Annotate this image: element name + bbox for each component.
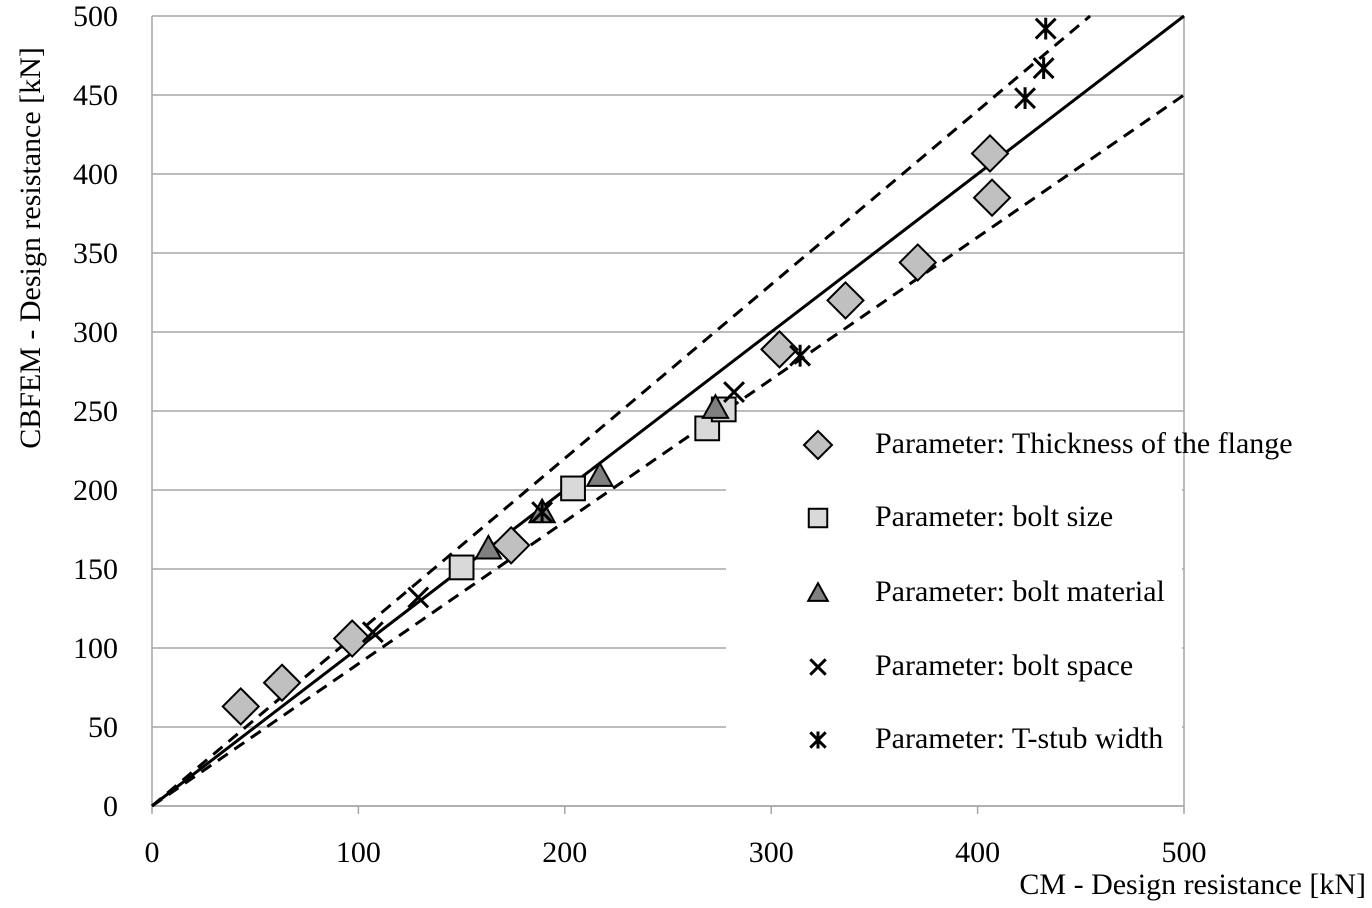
y-tick-label: 200 [73,474,118,507]
x-tick-label: 300 [749,836,794,869]
diamond-marker [332,619,372,658]
star-marker [1014,87,1037,110]
star-marker [789,344,812,367]
legend-box [726,418,1182,804]
triangle-marker [585,461,615,487]
triangle-marker [701,393,730,419]
diamond-marker [760,329,799,369]
legend-label: Parameter: T-stub width [875,722,1164,755]
x-marker [809,658,827,676]
y-tick-label: 0 [103,790,118,823]
diamond-marker [826,280,865,320]
y-tick-label: 350 [73,237,118,270]
x-tick-label: 500 [1162,836,1207,869]
x-axis-title: CM - Design resistance [kN] [1019,868,1366,901]
star-marker [1034,17,1057,40]
diamond-marker [972,178,1012,218]
star-marker [531,501,554,524]
x-tick-label: 0 [145,836,160,869]
diamond-marker [262,663,302,703]
legend-label: Parameter: bolt size [875,500,1114,533]
reference-line [151,93,1185,808]
square-marker [448,554,475,581]
diamond-marker [221,687,261,726]
x-marker [361,621,384,644]
y-tick-label: 450 [73,79,118,112]
star-marker [1032,57,1055,80]
triangle-marker [474,533,503,560]
y-tick-label: 50 [88,711,118,744]
triangle-marker [806,581,830,602]
x-tick-label: 200 [542,836,587,869]
square-marker [560,475,586,502]
reference-line [151,14,1185,808]
legend-label: Parameter: Thickness of the flange [875,427,1293,460]
y-tick-label: 500 [73,0,118,33]
y-tick-label: 400 [73,158,118,191]
legend-label: Parameter: bolt material [875,575,1165,608]
diamond-marker [898,243,938,282]
legend-label: Parameter: bolt space [875,649,1134,682]
y-axis-title: CBFEM - Design resistance [kN] [14,47,47,449]
diamond-marker [802,429,834,461]
diamond-marker [491,525,531,565]
y-tick-label: 100 [73,632,118,665]
y-tick-label: 150 [73,553,118,586]
square-marker [807,507,829,529]
x-tick-label: 400 [955,836,1000,869]
star-marker [809,731,827,749]
x-marker [407,586,430,609]
diamond-marker [970,134,1010,173]
reference-line [151,14,1092,808]
y-tick-label: 300 [73,316,118,349]
y-tick-label: 250 [73,395,118,428]
x-marker [723,381,746,404]
x-tick-label: 100 [336,836,381,869]
